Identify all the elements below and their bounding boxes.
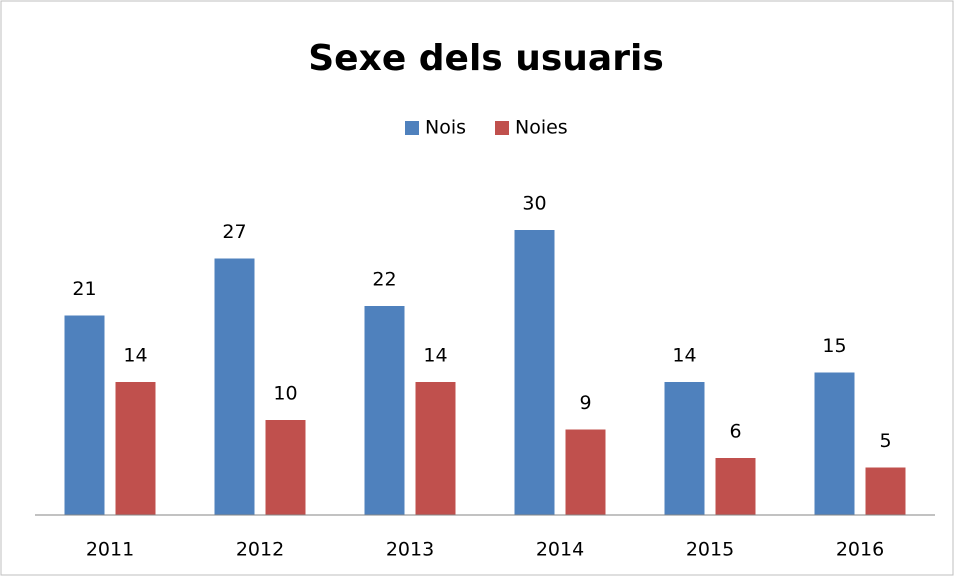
bar (664, 382, 705, 515)
bar (514, 230, 555, 515)
data-label: 5 (879, 430, 891, 452)
legend-swatch (405, 121, 419, 135)
data-label: 14 (423, 345, 447, 367)
x-tick-label: 2012 (236, 539, 284, 561)
data-label: 30 (522, 193, 546, 215)
legend-label: Nois (425, 117, 466, 139)
legend-swatch (495, 121, 509, 135)
bar (865, 467, 906, 515)
bar (64, 315, 105, 515)
bar (364, 306, 405, 515)
bar (265, 420, 306, 515)
bar (115, 382, 156, 515)
bar (814, 372, 855, 515)
data-label: 15 (822, 335, 846, 357)
bar (715, 458, 756, 515)
data-label: 14 (123, 345, 147, 367)
chart-title: Sexe dels usuaris (308, 38, 664, 79)
bar (565, 429, 606, 515)
data-label: 9 (579, 392, 591, 414)
bar (214, 258, 255, 515)
data-label: 6 (729, 421, 741, 443)
data-label: 14 (672, 345, 696, 367)
data-label: 27 (222, 221, 246, 243)
data-label: 22 (372, 269, 396, 291)
x-tick-label: 2014 (536, 539, 584, 561)
bar (415, 382, 456, 515)
legend-label: Noies (515, 117, 568, 139)
x-tick-label: 2015 (686, 539, 734, 561)
x-tick-label: 2011 (86, 539, 134, 561)
x-tick-label: 2013 (386, 539, 434, 561)
data-label: 21 (72, 278, 96, 300)
data-label: 10 (273, 383, 297, 405)
x-tick-label: 2016 (836, 539, 884, 561)
